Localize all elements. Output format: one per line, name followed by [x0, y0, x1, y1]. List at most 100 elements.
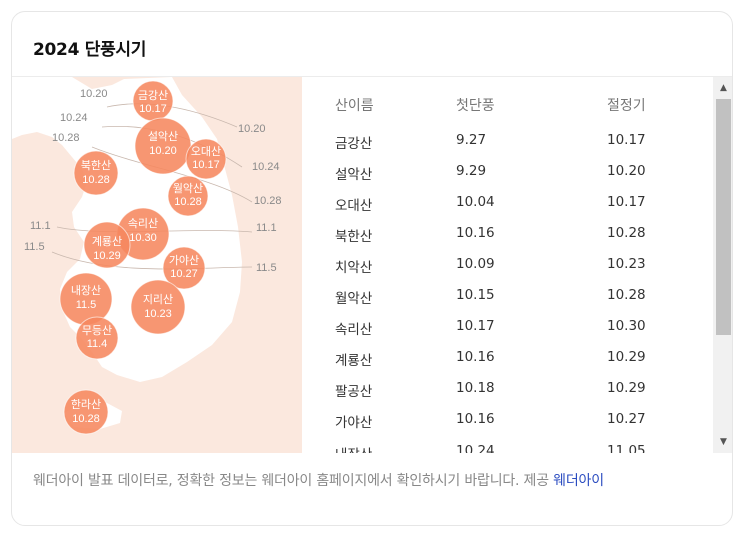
cell-first: 9.27	[456, 132, 487, 148]
isoline-11-5	[51, 251, 253, 270]
bubble-hallasan	[63, 389, 109, 435]
bubble-date: 10.28	[82, 174, 110, 186]
table-row: 가야산 10.16 10.27	[302, 411, 713, 433]
weatheri-link[interactable]: 웨더아이	[553, 473, 604, 489]
table-row: 내장산 10.24 11.05	[302, 443, 713, 453]
cell-mountain: 치악산	[335, 260, 373, 276]
source-note-text: 웨더아이 발표 데이터로, 정확한 정보는 웨더아이 홈페이지에서 확인하시기 …	[33, 473, 554, 489]
cell-peak: 10.30	[607, 318, 646, 334]
bubble-gayasan	[162, 246, 206, 290]
bubble-woraksan	[167, 175, 209, 217]
isoline-label: 11.5	[24, 241, 45, 253]
scroll-up-icon[interactable]: ▲	[720, 83, 727, 93]
foliage-card: 2024 단풍시기 10.20 10.24 10.28	[11, 11, 733, 526]
isoline-label: 10.28	[52, 132, 80, 144]
bubble-name: 한라산	[71, 398, 101, 411]
bubble-odaesan	[185, 138, 227, 180]
cell-first: 10.16	[456, 225, 495, 241]
cell-peak: 10.20	[607, 163, 646, 179]
bubble-name: 금강산	[138, 89, 168, 102]
table-header: 산이름 첫단풍 절정기	[302, 95, 713, 117]
table-row: 속리산 10.17 10.30	[302, 318, 713, 340]
scroll-down-icon[interactable]: ▼	[720, 437, 727, 447]
isoline-10-20	[106, 103, 238, 128]
korea-map: 10.20 10.24 10.28 10.20 10.24 10.28 11.1…	[12, 77, 282, 435]
bubble-name: 월악산	[173, 182, 203, 195]
cell-first: 10.24	[456, 443, 495, 453]
col-header-mountain: 산이름	[335, 98, 374, 114]
cell-peak: 10.23	[607, 256, 646, 272]
bubble-bukhansan	[73, 150, 119, 196]
cell-first: 10.18	[456, 380, 495, 396]
bubble-date: 10.20	[149, 145, 177, 157]
card-title: 2024 단풍시기	[33, 40, 147, 60]
bubble-name: 속리산	[128, 217, 158, 230]
isoline-label: 10.24	[60, 112, 88, 124]
bubble-gyeryongsan	[83, 221, 131, 269]
foliage-table: 산이름 첫단풍 절정기 금강산 9.27 10.17 설악산 9.29 10.2…	[302, 77, 713, 453]
isoline-label: 10.24	[252, 161, 280, 173]
cell-mountain: 가야산	[335, 415, 373, 431]
bubble-name: 가야산	[169, 254, 199, 267]
isoline-label: 11.1	[30, 220, 51, 232]
bubble-mudeungsan	[75, 316, 119, 360]
cell-first: 10.04	[456, 194, 495, 210]
isoline-10-28	[91, 146, 253, 203]
bubble-date: 10.28	[72, 413, 100, 425]
isoline-label: 10.20	[238, 123, 266, 135]
cell-mountain: 팔공산	[335, 384, 373, 400]
table-row: 팔공산 10.18 10.29	[302, 380, 713, 402]
bubble-name: 오대산	[191, 145, 221, 158]
col-header-first: 첫단풍	[456, 98, 495, 114]
table-row: 계룡산 10.16 10.29	[302, 349, 713, 371]
cell-mountain: 내장산	[335, 443, 372, 453]
table-row: 금강산 9.27 10.17	[302, 132, 713, 154]
table-scrollbar[interactable]: ▲ ▼	[713, 77, 732, 453]
isoline-label: 10.28	[254, 195, 282, 207]
cell-peak: 10.29	[607, 349, 646, 365]
cell-mountain: 오대산	[335, 198, 373, 214]
table-row: 북한산 10.16 10.28	[302, 225, 713, 247]
cell-first: 9.29	[456, 163, 487, 179]
scroll-thumb[interactable]	[716, 99, 731, 335]
cell-mountain: 설악산	[335, 167, 373, 183]
cell-peak: 10.29	[607, 380, 646, 396]
cell-first: 10.09	[456, 256, 495, 272]
isoline-label: 11.1	[256, 222, 277, 234]
bubble-date: 11.4	[87, 338, 108, 350]
cell-mountain: 금강산	[335, 136, 373, 152]
content-area: 10.20 10.24 10.28 10.20 10.24 10.28 11.1…	[12, 76, 732, 453]
bubble-date: 10.29	[93, 250, 121, 262]
cell-peak: 10.28	[607, 225, 646, 241]
bubble-name: 북한산	[81, 159, 111, 172]
cell-mountain: 북한산	[335, 229, 373, 245]
bubble-name: 지리산	[143, 293, 173, 306]
cell-mountain: 월악산	[335, 291, 373, 307]
cell-first: 10.16	[456, 349, 495, 365]
bubble-date: 10.17	[139, 103, 167, 115]
bubble-name: 계룡산	[92, 235, 122, 248]
bubble-name: 내장산	[71, 284, 101, 297]
cell-peak: 10.17	[607, 194, 646, 210]
cell-peak: 11.05	[607, 443, 646, 453]
table-row: 치악산 10.09 10.23	[302, 256, 713, 278]
foliage-map: 10.20 10.24 10.28 10.20 10.24 10.28 11.1…	[12, 77, 302, 453]
cell-mountain: 속리산	[335, 322, 373, 338]
bubble-date: 10.23	[144, 308, 172, 320]
bubble-name: 설악산	[148, 130, 178, 143]
cell-peak: 10.17	[607, 132, 646, 148]
bubble-date: 10.28	[174, 196, 202, 208]
cell-first: 10.15	[456, 287, 495, 303]
bubble-jirisan	[130, 279, 186, 335]
cell-mountain: 계룡산	[335, 353, 373, 369]
cell-peak: 10.27	[607, 411, 646, 427]
bubble-date: 10.27	[170, 268, 198, 280]
bubble-name: 무등산	[82, 324, 112, 337]
cell-first: 10.16	[456, 411, 495, 427]
isoline-label: 10.20	[80, 88, 108, 100]
bubble-date: 10.30	[129, 232, 157, 244]
bubble-date: 11.5	[76, 299, 97, 311]
table-row: 월악산 10.15 10.28	[302, 287, 713, 309]
isoline-label: 11.5	[256, 262, 277, 274]
cell-peak: 10.28	[607, 287, 646, 303]
